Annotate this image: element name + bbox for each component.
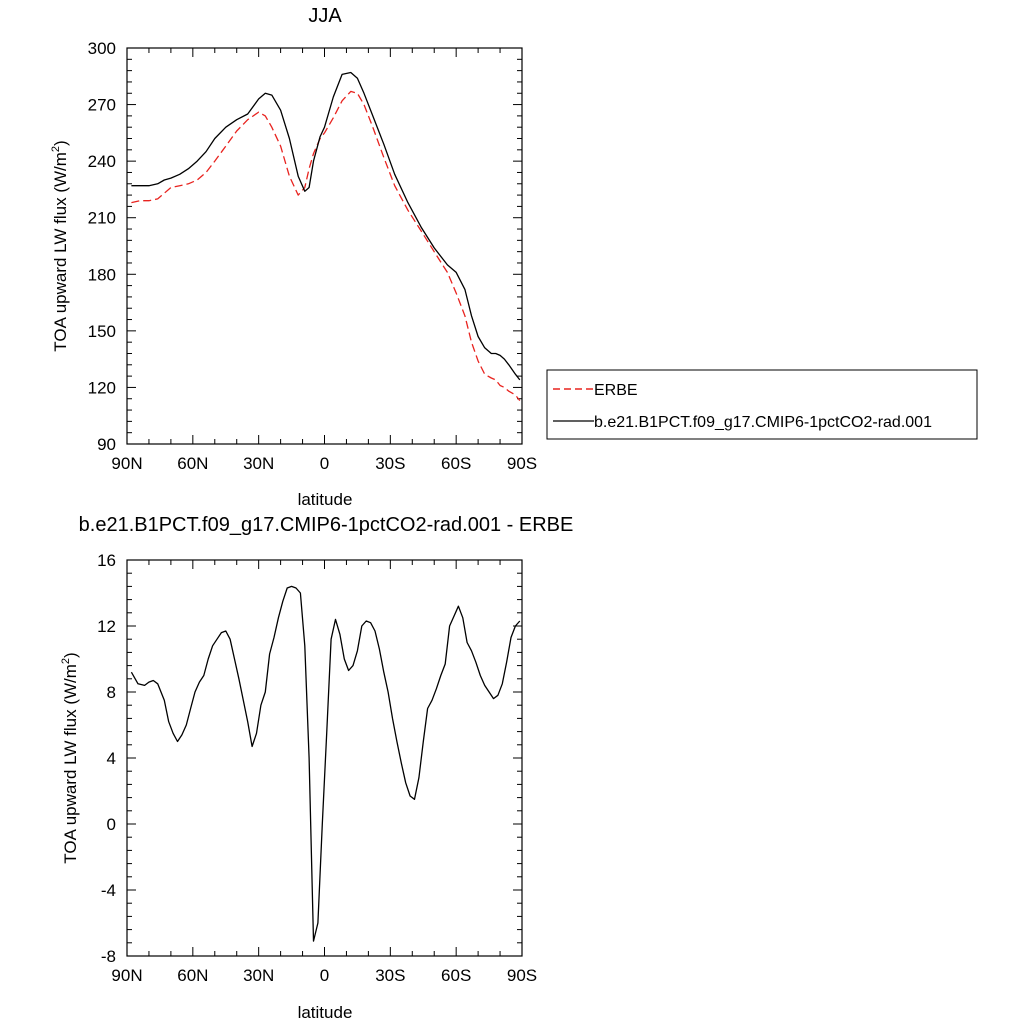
panel-bottom-y-axis-label-sup: 2 xyxy=(60,658,72,664)
legend-label-erbe: ERBE xyxy=(594,382,638,399)
x-tick-label: 0 xyxy=(320,454,329,473)
top-series-b-e21-b1pct-f09-g17-cmip6-1pctco2-rad-001-line xyxy=(131,71,521,381)
panel-top-ticks xyxy=(126,47,523,445)
panel-bottom-x-axis-label: latitude xyxy=(298,1003,353,1022)
x-tick-label: 60S xyxy=(441,454,471,473)
y-tick-label: 240 xyxy=(88,152,116,171)
x-tick-label: 30S xyxy=(375,966,405,985)
panel-top: JJA 90N 60N 30N 0 30S 60S 90S 90 120 150 180 210 24… xyxy=(50,5,978,509)
panel-bottom-ticks xyxy=(126,559,523,957)
panel-bottom-x-tick-labels: 90N 60N 30N 0 30S 60S 90S xyxy=(111,966,537,985)
x-tick-label: 90S xyxy=(507,966,537,985)
top-series-erbe-line xyxy=(131,90,521,402)
y-tick-label: 210 xyxy=(88,209,116,228)
y-tick-label: 120 xyxy=(88,378,116,397)
x-tick-label: 30N xyxy=(243,454,274,473)
y-tick-label: 0 xyxy=(107,815,116,834)
panel-bottom-y-axis-label: TOA upward LW flux (W/m2) xyxy=(60,652,80,863)
panel-bottom-y-axis-label-close: ) xyxy=(61,652,80,658)
legend-box xyxy=(546,369,978,440)
y-tick-label: 150 xyxy=(88,322,116,341)
y-tick-label: 180 xyxy=(88,265,116,284)
y-tick-label: -4 xyxy=(101,881,116,900)
panel-top-title: JJA xyxy=(308,5,342,27)
panel-top-y-axis-label-sup: 2 xyxy=(50,146,62,152)
x-tick-label: 60N xyxy=(177,966,208,985)
bottom-series-difference-line xyxy=(130,585,521,942)
panel-bottom-y-axis-label-main: TOA upward LW flux (W/m xyxy=(61,664,80,864)
panel-top-y-axis-label-close: ) xyxy=(51,140,70,146)
panel-top-plot-frame xyxy=(126,47,523,445)
y-tick-label: 90 xyxy=(97,435,116,454)
panel-top-x-axis-label: latitude xyxy=(298,490,353,509)
x-tick-label: 60S xyxy=(441,966,471,985)
panel-top-x-tick-labels: 90N 60N 30N 0 30S 60S 90S xyxy=(111,454,537,473)
panel-top-y-tick-labels: 90 120 150 180 210 240 270 300 xyxy=(88,39,116,454)
x-tick-label: 90N xyxy=(111,454,142,473)
y-tick-label: 8 xyxy=(107,683,116,702)
panel-top-series xyxy=(131,71,521,402)
panel-bottom-y-tick-labels: -8 -4 0 4 8 12 16 xyxy=(97,551,116,966)
panel-bottom-series xyxy=(130,585,521,942)
y-tick-label: 300 xyxy=(88,39,116,58)
x-tick-label: 60N xyxy=(177,454,208,473)
y-tick-label: -8 xyxy=(101,947,116,966)
y-tick-label: 16 xyxy=(97,551,116,570)
x-tick-label: 30S xyxy=(375,454,405,473)
panel-bottom: b.e21.B1PCT.f09_g17.CMIP6-1pctCO2-rad.00… xyxy=(60,514,573,1022)
panel-top-y-axis-label-main: TOA upward LW flux (W/m xyxy=(51,152,70,352)
x-tick-label: 0 xyxy=(320,966,329,985)
legend-label-model: b.e21.B1PCT.f09_g17.CMIP6-1pctCO2-rad.00… xyxy=(594,414,932,431)
y-tick-label: 4 xyxy=(107,749,116,768)
x-tick-label: 30N xyxy=(243,966,274,985)
x-tick-label: 90S xyxy=(507,454,537,473)
x-tick-label: 90N xyxy=(111,966,142,985)
panel-top-y-axis-label: TOA upward LW flux (W/m2) xyxy=(50,140,70,351)
y-tick-label: 12 xyxy=(97,617,116,636)
panel-bottom-title: b.e21.B1PCT.f09_g17.CMIP6-1pctCO2-rad.00… xyxy=(79,514,574,536)
y-tick-label: 270 xyxy=(88,96,116,115)
legend: ERBE b.e21.B1PCT.f09_g17.CMIP6-1pctCO2-r… xyxy=(546,369,978,440)
